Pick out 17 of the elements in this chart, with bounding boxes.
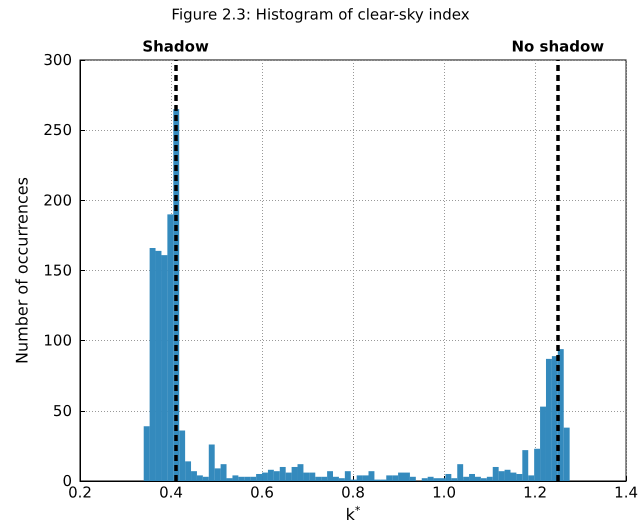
chart-title: Figure 2.3: Histogram of clear-sky index — [171, 6, 470, 24]
ref-line-label: Shadow — [142, 38, 209, 56]
y-tick-label: 200 — [43, 191, 72, 210]
x-tick-label: 1.4 — [614, 484, 638, 502]
y-tick-label: 300 — [43, 51, 72, 69]
x-axis-title: k* — [346, 504, 361, 524]
y-axis-title: Number of occurrences — [12, 177, 32, 364]
y-tick-label: 250 — [43, 121, 72, 140]
y-tick-label: 150 — [43, 262, 72, 280]
x-tick-label: 0.4 — [159, 484, 183, 502]
x-tick-label: 1.0 — [432, 484, 456, 502]
y-tick-label: 50 — [52, 402, 72, 420]
y-tick-label: 100 — [43, 332, 72, 350]
x-tick-label: 0.6 — [250, 484, 274, 502]
ref-line-label: No shadow — [511, 38, 604, 56]
x-tick-label: 1.2 — [523, 484, 547, 502]
x-tick-label: 0.8 — [341, 484, 365, 502]
